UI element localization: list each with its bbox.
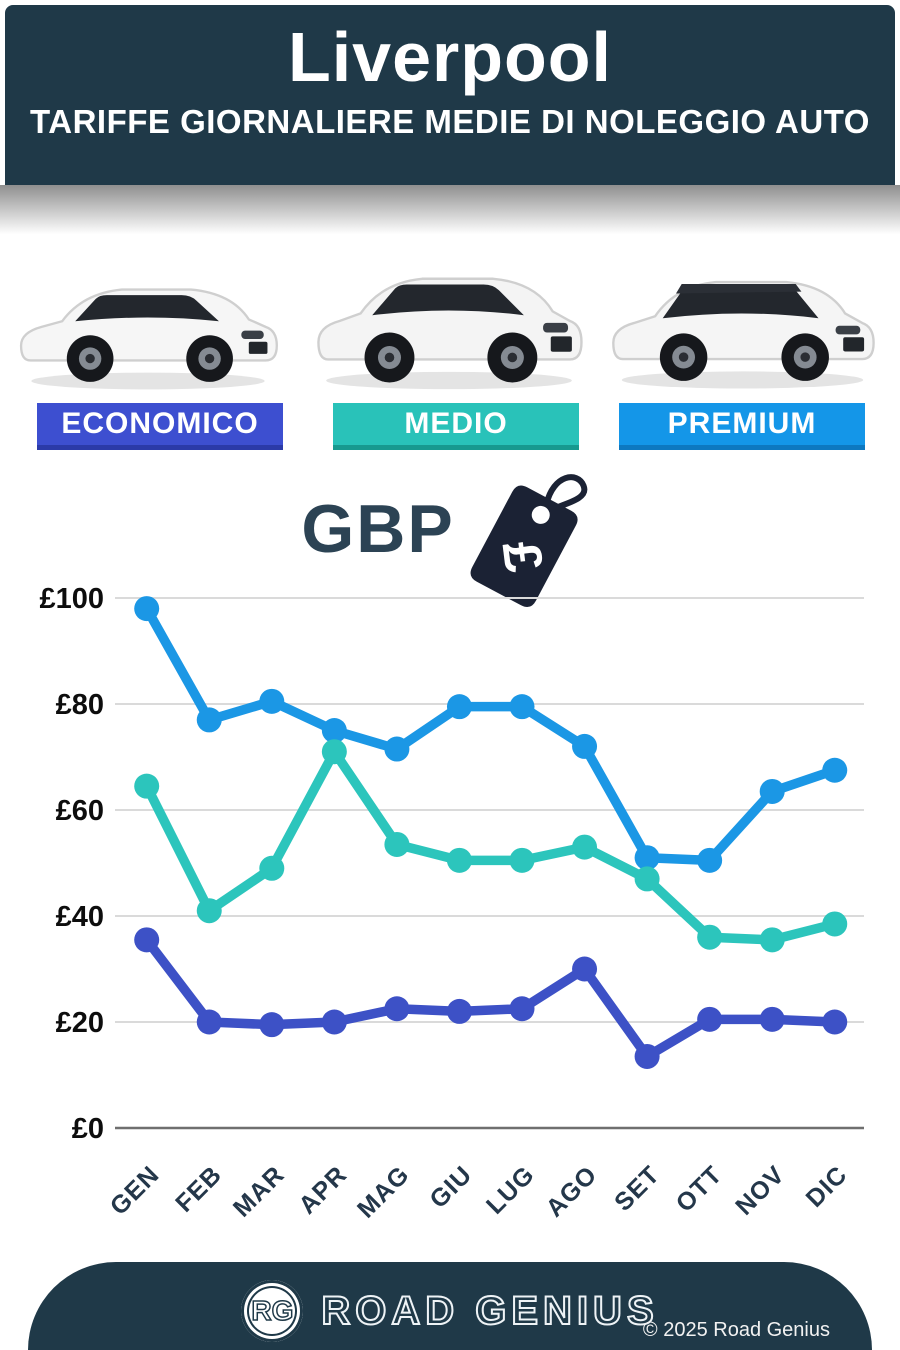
svg-text:NOV: NOV <box>730 1160 790 1220</box>
svg-text:APR: APR <box>293 1160 352 1219</box>
svg-text:MAG: MAG <box>352 1160 415 1220</box>
svg-text:GEN: GEN <box>105 1160 165 1220</box>
svg-text:SET: SET <box>609 1160 665 1216</box>
svg-text:£100: £100 <box>39 583 104 615</box>
svg-text:AGO: AGO <box>541 1160 603 1220</box>
svg-text:FEB: FEB <box>170 1160 227 1217</box>
logo-initials: RG <box>251 1294 295 1327</box>
brand-row: RG ROAD GENIUS <box>28 1280 872 1342</box>
copyright-text: © 2025 Road Genius <box>642 1319 830 1341</box>
page-subtitle: TARIFFE GIORNALIERE MEDIE DI NOLEGGIO AU… <box>30 102 870 140</box>
midsize-car-image <box>305 243 593 399</box>
category-label-midsize: MEDIO <box>333 403 579 450</box>
category-label-premium: PREMIUM <box>619 403 865 450</box>
svg-text:DIC: DIC <box>801 1160 853 1212</box>
road-genius-logo-icon: RG <box>241 1280 304 1342</box>
svg-text:MAR: MAR <box>228 1160 290 1220</box>
svg-text:GIU: GIU <box>424 1160 477 1213</box>
rates-line-chart: £0 £20 £40 £60 £80 £100 GEN FEB MAR APR MAG GIU LUG A… <box>39 583 864 1220</box>
currency-section: GBP £ <box>0 452 900 617</box>
footer: RG ROAD GENIUS © 2025 Road Genius <box>28 1262 872 1350</box>
svg-text:£40: £40 <box>56 901 104 933</box>
economy-car-image <box>8 250 288 400</box>
svg-text:£60: £60 <box>56 795 104 827</box>
category-label-midsize-text: MEDIO <box>404 407 508 440</box>
page-title: Liverpool <box>287 18 613 96</box>
svg-text:OTT: OTT <box>671 1160 728 1217</box>
currency-label: GBP <box>301 491 455 567</box>
svg-text:£20: £20 <box>56 1007 104 1039</box>
pound-icon: £ <box>490 538 553 575</box>
price-tag-icon: £ <box>470 474 587 608</box>
svg-text:£80: £80 <box>56 689 104 721</box>
svg-text:£0: £0 <box>72 1113 104 1145</box>
category-label-premium-text: PREMIUM <box>667 407 817 440</box>
header-shadow-gradient <box>0 185 900 243</box>
category-label-economy-text: ECONOMICO <box>61 407 259 440</box>
premium-car-image <box>600 246 885 398</box>
svg-text:LUG: LUG <box>481 1160 540 1219</box>
brand-name: ROAD GENIUS <box>320 1288 659 1334</box>
header: Liverpool TARIFFE GIORNALIERE MEDIE DI N… <box>5 5 895 185</box>
category-label-economy: ECONOMICO <box>37 403 283 450</box>
